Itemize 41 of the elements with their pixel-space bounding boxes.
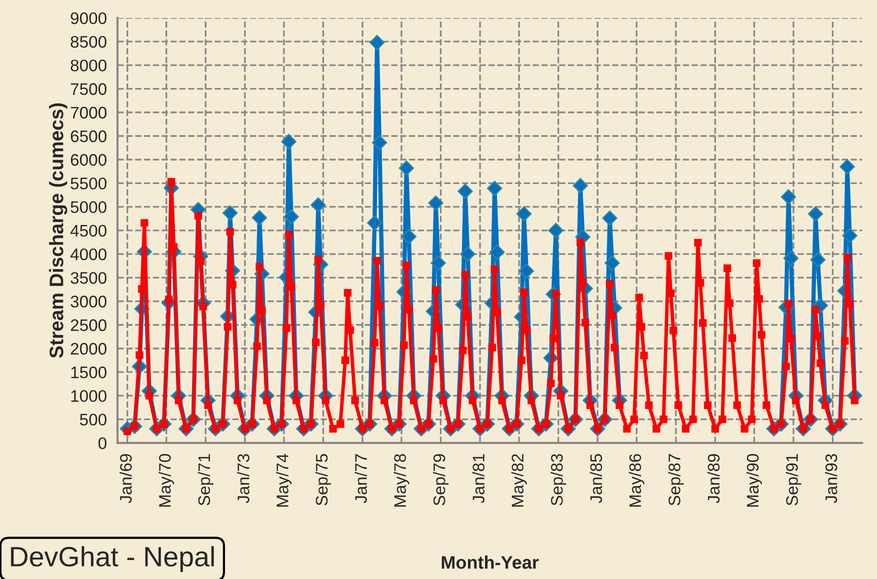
x-tick-label: Sep/79 (432, 454, 449, 506)
x-tick-label: May/78 (394, 454, 410, 507)
y-tick-label: 3500 (70, 272, 106, 284)
y-tick-label: 8000 (70, 60, 106, 72)
x-tick-label: Sep/71 (198, 454, 214, 506)
x-tick-label: Jan/93 (824, 454, 838, 504)
y-tick-label: 2500 (70, 319, 106, 332)
y-tick-label: 3000 (70, 296, 106, 308)
y-tick-label: 1000 (71, 390, 106, 402)
y-tick-label: 1500 (71, 366, 106, 378)
y-tick-label: 7000 (70, 106, 106, 119)
y-tick-label: 6500 (70, 130, 106, 142)
y-tick-label: 8500 (70, 36, 106, 48)
text: DevGhat - Nepal (11, 546, 214, 572)
y-tick-label: 4000 (70, 248, 106, 260)
x-tick-label: May/74 (276, 454, 292, 507)
x-tick-label: Jan/81 (472, 454, 484, 504)
x-tick-label: Jan/85 (590, 454, 602, 504)
x-axis-title: Month-Year (442, 556, 539, 569)
y-tick-label: 7500 (70, 83, 106, 95)
x-tick-label: Jan/89 (707, 454, 720, 504)
x-tick-label: Sep/83 (550, 454, 566, 506)
y-tick-label: 5000 (70, 201, 106, 214)
x-tick-label: Jan/69 (120, 454, 132, 504)
x-tick-label: May/82 (511, 454, 527, 507)
y-tick-label: 6000 (70, 154, 106, 166)
x-tick-label: Sep/87 (668, 454, 684, 506)
y-tick-label: 500 (80, 414, 106, 426)
x-tick-label: Jan/77 (354, 454, 367, 504)
x-tick-label: May/70 (158, 454, 174, 507)
x-tick-label: May/86 (628, 454, 644, 507)
x-tick-label: Sep/91 (786, 454, 802, 506)
x-tick-label: May/90 (746, 454, 762, 507)
y-tick-label: 5500 (70, 178, 106, 190)
y-tick-label: 9000 (70, 12, 106, 24)
y-tick-label: 0 (98, 437, 106, 450)
x-tick-label: Jan/73 (237, 454, 250, 504)
y-tick-label: 2000 (70, 342, 106, 355)
y-axis-title: Stream Discharge (cumecs) (49, 103, 68, 358)
x-tick-label: Sep/75 (315, 454, 331, 506)
y-tick-label: 4500 (70, 224, 106, 237)
